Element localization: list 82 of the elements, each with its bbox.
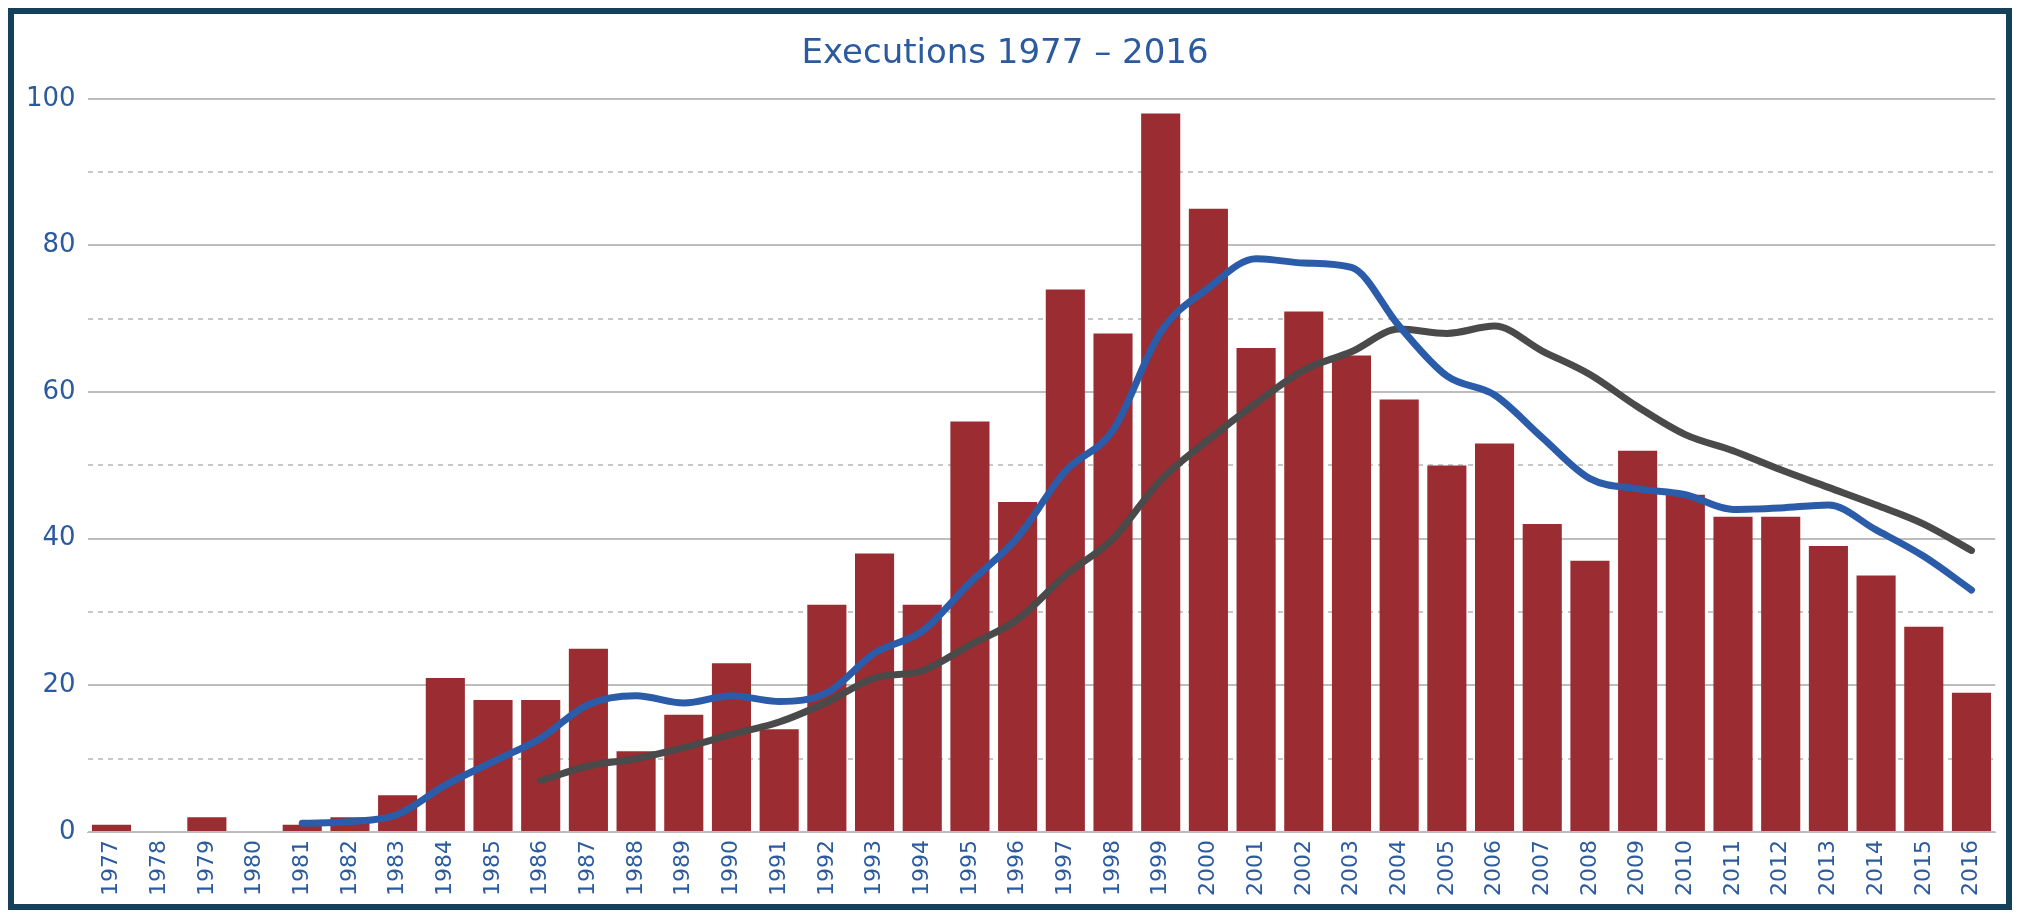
x-tick-label: 1981 — [287, 840, 313, 897]
bar — [1427, 465, 1467, 832]
bar — [664, 714, 704, 832]
bar — [1522, 524, 1562, 832]
bar — [1808, 546, 1848, 832]
y-tick-label: 100 — [25, 81, 76, 112]
bar — [616, 751, 656, 832]
bar — [998, 502, 1038, 832]
x-tick-label: 2013 — [1814, 840, 1840, 897]
bar — [1093, 333, 1133, 832]
x-tick-label: 2001 — [1241, 840, 1267, 897]
bar — [1904, 626, 1944, 832]
bar — [711, 663, 752, 832]
x-tick-label: 2005 — [1432, 840, 1458, 897]
y-tick-label: 40 — [42, 521, 76, 552]
x-tick-label: 1989 — [669, 840, 695, 897]
y-tick-label: 80 — [42, 228, 76, 259]
bar — [473, 700, 513, 832]
bar — [1331, 355, 1372, 832]
x-tick-label: 1999 — [1146, 840, 1172, 897]
bar — [1379, 399, 1419, 832]
x-tick-label: 1987 — [574, 840, 600, 897]
x-tick-label: 2007 — [1527, 840, 1553, 897]
x-tick-label: 1978 — [144, 840, 170, 897]
x-tick-label: 1996 — [1003, 840, 1029, 897]
y-tick-label: 60 — [42, 374, 76, 405]
bar — [855, 553, 895, 832]
y-tick-label: 20 — [42, 668, 76, 699]
x-tick-label: 1986 — [526, 840, 552, 897]
bar — [187, 817, 227, 832]
bar — [1856, 575, 1896, 832]
bar — [950, 421, 990, 832]
x-tick-label: 1982 — [335, 840, 361, 897]
bar — [1284, 311, 1324, 832]
bar — [521, 700, 561, 832]
x-tick-label: 2008 — [1575, 840, 1601, 897]
bar — [1236, 348, 1276, 832]
bar — [1188, 208, 1228, 832]
bar — [1951, 692, 1992, 832]
x-tick-label: 1992 — [812, 840, 838, 897]
x-tick-label: 2010 — [1671, 840, 1697, 897]
x-tick-label: 2000 — [1194, 840, 1220, 897]
x-tick-label: 1980 — [240, 840, 266, 897]
x-tick-label: 1995 — [955, 840, 981, 897]
x-tick-label: 1979 — [192, 840, 218, 897]
x-tick-label: 1984 — [431, 840, 457, 897]
bar — [91, 824, 132, 832]
bar — [425, 678, 465, 832]
x-tick-label: 1993 — [860, 840, 886, 897]
x-tick-label: 2016 — [1957, 840, 1983, 897]
x-tick-label: 1991 — [764, 840, 790, 897]
x-tick-label: 1985 — [478, 840, 504, 897]
x-tick-label: 2012 — [1766, 840, 1792, 897]
chart-title: Executions 1977 – 2016 — [801, 31, 1209, 72]
y-tick-label: 0 — [59, 814, 76, 845]
bar — [759, 729, 799, 832]
bar — [1475, 443, 1515, 832]
bar — [807, 604, 847, 832]
x-tick-label: 2015 — [1909, 840, 1935, 897]
x-tick-label: 1977 — [97, 840, 123, 897]
bar — [1618, 450, 1658, 832]
bar — [1141, 113, 1181, 832]
bar — [1045, 289, 1085, 832]
x-tick-label: 2002 — [1289, 840, 1315, 897]
bar — [1713, 516, 1753, 832]
x-tick-label: 1998 — [1098, 840, 1124, 897]
x-tick-label: 2011 — [1718, 840, 1744, 897]
bar — [1570, 560, 1610, 832]
x-tick-label: 2009 — [1623, 840, 1649, 897]
x-tick-label: 1990 — [717, 840, 743, 897]
x-tick-label: 2004 — [1384, 840, 1410, 897]
x-tick-label: 1988 — [621, 840, 647, 897]
x-tick-label: 1997 — [1051, 840, 1077, 897]
bar — [1665, 494, 1705, 832]
bar — [902, 604, 942, 832]
bar — [1761, 516, 1801, 832]
x-tick-label: 2014 — [1861, 840, 1887, 897]
x-tick-label: 1994 — [907, 840, 933, 897]
x-tick-label: 1983 — [383, 840, 409, 897]
x-tick-label: 2003 — [1337, 840, 1363, 897]
x-tick-label: 2006 — [1480, 840, 1506, 897]
bar — [568, 648, 608, 832]
